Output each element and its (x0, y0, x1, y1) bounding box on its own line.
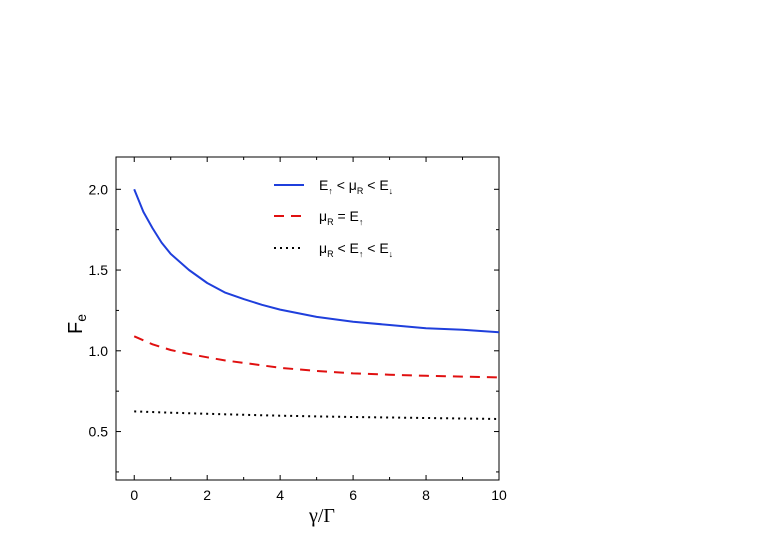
legend-1-part-1: ↑ (328, 186, 333, 196)
series-line-2 (133, 335, 500, 379)
legend-1-part-2: < μ (333, 177, 357, 193)
legend-3-part-4: < E (363, 240, 388, 256)
legend-3-part-1: R (327, 249, 334, 259)
legend-item-3: μR < E↑ < E↓ (274, 240, 393, 259)
legend-item-2: μR = E↑ (274, 208, 363, 227)
legend-item-1: E↑ < μR < E↓ (274, 177, 393, 196)
legend: E↑ < μR < E↓ μR = E↑ μR < E↑ < E↓ (274, 177, 393, 259)
legend-3-part-2: < E (334, 240, 359, 256)
y-tick-label: 2.0 (89, 181, 109, 197)
plot-frame (115, 156, 500, 481)
y-tick-label: 1.5 (89, 262, 109, 278)
legend-1-part-0: E (319, 177, 328, 193)
x-axis-title: γ/Γ (308, 505, 335, 527)
y-axis-title: Fe (65, 314, 89, 334)
legend-3-part-0: μ (319, 240, 327, 256)
x-tick-label: 6 (349, 487, 357, 503)
x-tick-label: 8 (422, 487, 430, 503)
legend-1-part-4: < E (363, 177, 388, 193)
legend-3-part-3: ↑ (359, 249, 364, 259)
y-axis-title-subscript: e (73, 314, 89, 322)
legend-2-part-3: ↑ (359, 217, 364, 227)
legend-label-1: E↑ < μR < E↓ (319, 177, 393, 196)
series-group (133, 188, 500, 420)
legend-2-part-2: = E (334, 208, 359, 224)
x-tick-label: 0 (130, 487, 138, 503)
legend-label-3: μR < E↑ < E↓ (319, 240, 393, 259)
x-tick-label: 4 (276, 487, 284, 503)
x-tick-label: 2 (203, 487, 211, 503)
y-axis-title-main: F (65, 322, 87, 334)
legend-2-part-0: μ (319, 208, 327, 224)
legend-2-part-1: R (327, 217, 334, 227)
legend-1-part-5: ↓ (389, 186, 394, 196)
legend-3-part-5: ↓ (389, 249, 394, 259)
x-tick-label: 10 (491, 487, 507, 503)
y-tick-label: 0.5 (89, 424, 109, 440)
axis-ticks: 0 2 4 6 8 10 0.5 1.0 1.5 2.0 (89, 157, 507, 503)
y-tick-label: 1.0 (89, 343, 109, 359)
legend-1-part-3: R (357, 186, 364, 196)
series-line-1 (133, 188, 500, 334)
series-line-3 (134, 410, 500, 420)
legend-label-2: μR = E↑ (319, 208, 363, 227)
